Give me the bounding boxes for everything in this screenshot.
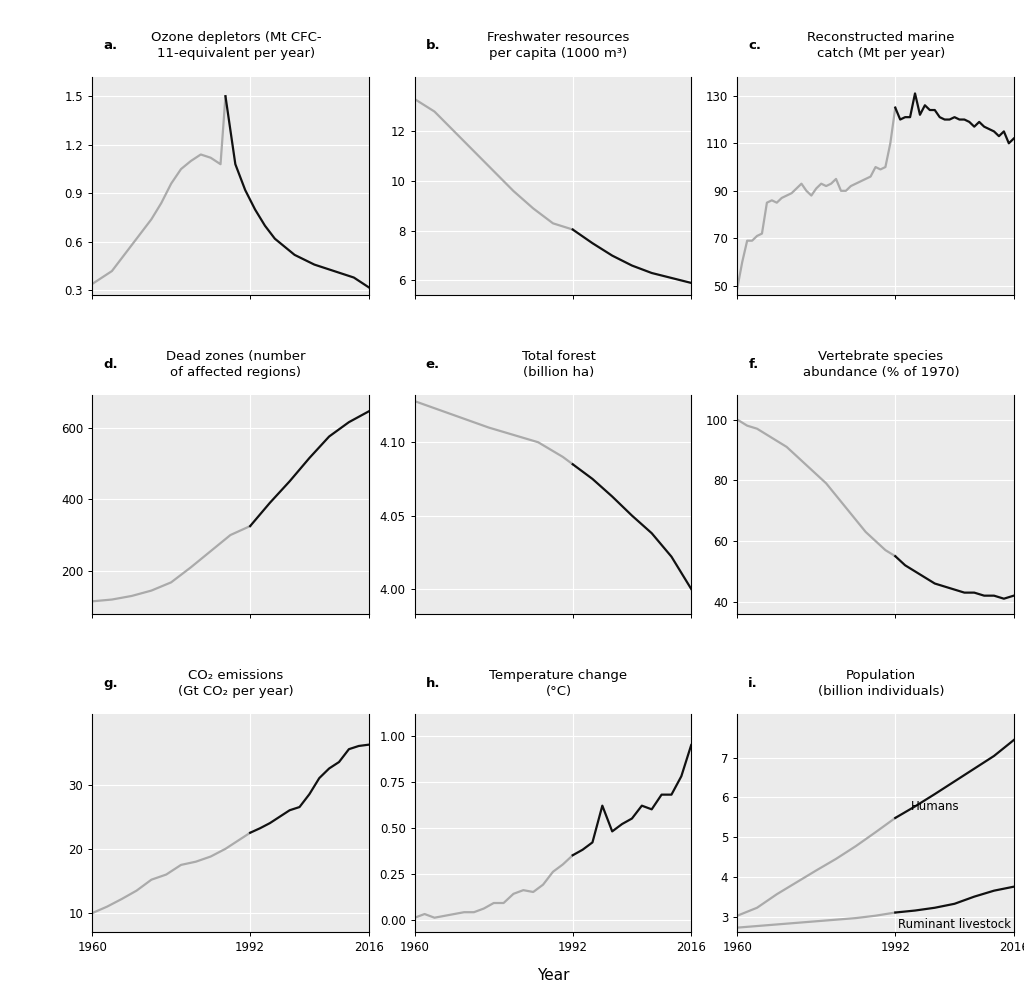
Text: c.: c.	[749, 39, 761, 52]
Text: Dead zones (number
of affected regions): Dead zones (number of affected regions)	[166, 350, 306, 379]
Text: Reconstructed marine
catch (Mt per year): Reconstructed marine catch (Mt per year)	[807, 31, 954, 60]
Text: i.: i.	[749, 676, 758, 689]
Text: Population
(billion individuals): Population (billion individuals)	[818, 668, 944, 698]
Text: g.: g.	[103, 676, 118, 689]
Text: e.: e.	[426, 358, 440, 371]
Text: Temperature change
(°C): Temperature change (°C)	[489, 668, 628, 698]
Text: b.: b.	[426, 39, 440, 52]
Text: a.: a.	[103, 39, 118, 52]
Text: Vertebrate species
abundance (% of 1970): Vertebrate species abundance (% of 1970)	[803, 350, 959, 379]
Text: Total forest
(billion ha): Total forest (billion ha)	[521, 350, 595, 379]
Text: h.: h.	[426, 676, 440, 689]
Text: Humans: Humans	[910, 800, 959, 813]
Text: Year: Year	[537, 968, 569, 983]
Text: CO₂ emissions
(Gt CO₂ per year): CO₂ emissions (Gt CO₂ per year)	[178, 668, 294, 698]
Text: Ozone depletors (Mt CFC-
11-equivalent per year): Ozone depletors (Mt CFC- 11-equivalent p…	[151, 31, 322, 60]
Text: d.: d.	[103, 358, 118, 371]
Text: f.: f.	[749, 358, 759, 371]
Text: Freshwater resources
per capita (1000 m³): Freshwater resources per capita (1000 m³…	[487, 31, 630, 60]
Text: Ruminant livestock: Ruminant livestock	[898, 918, 1011, 931]
